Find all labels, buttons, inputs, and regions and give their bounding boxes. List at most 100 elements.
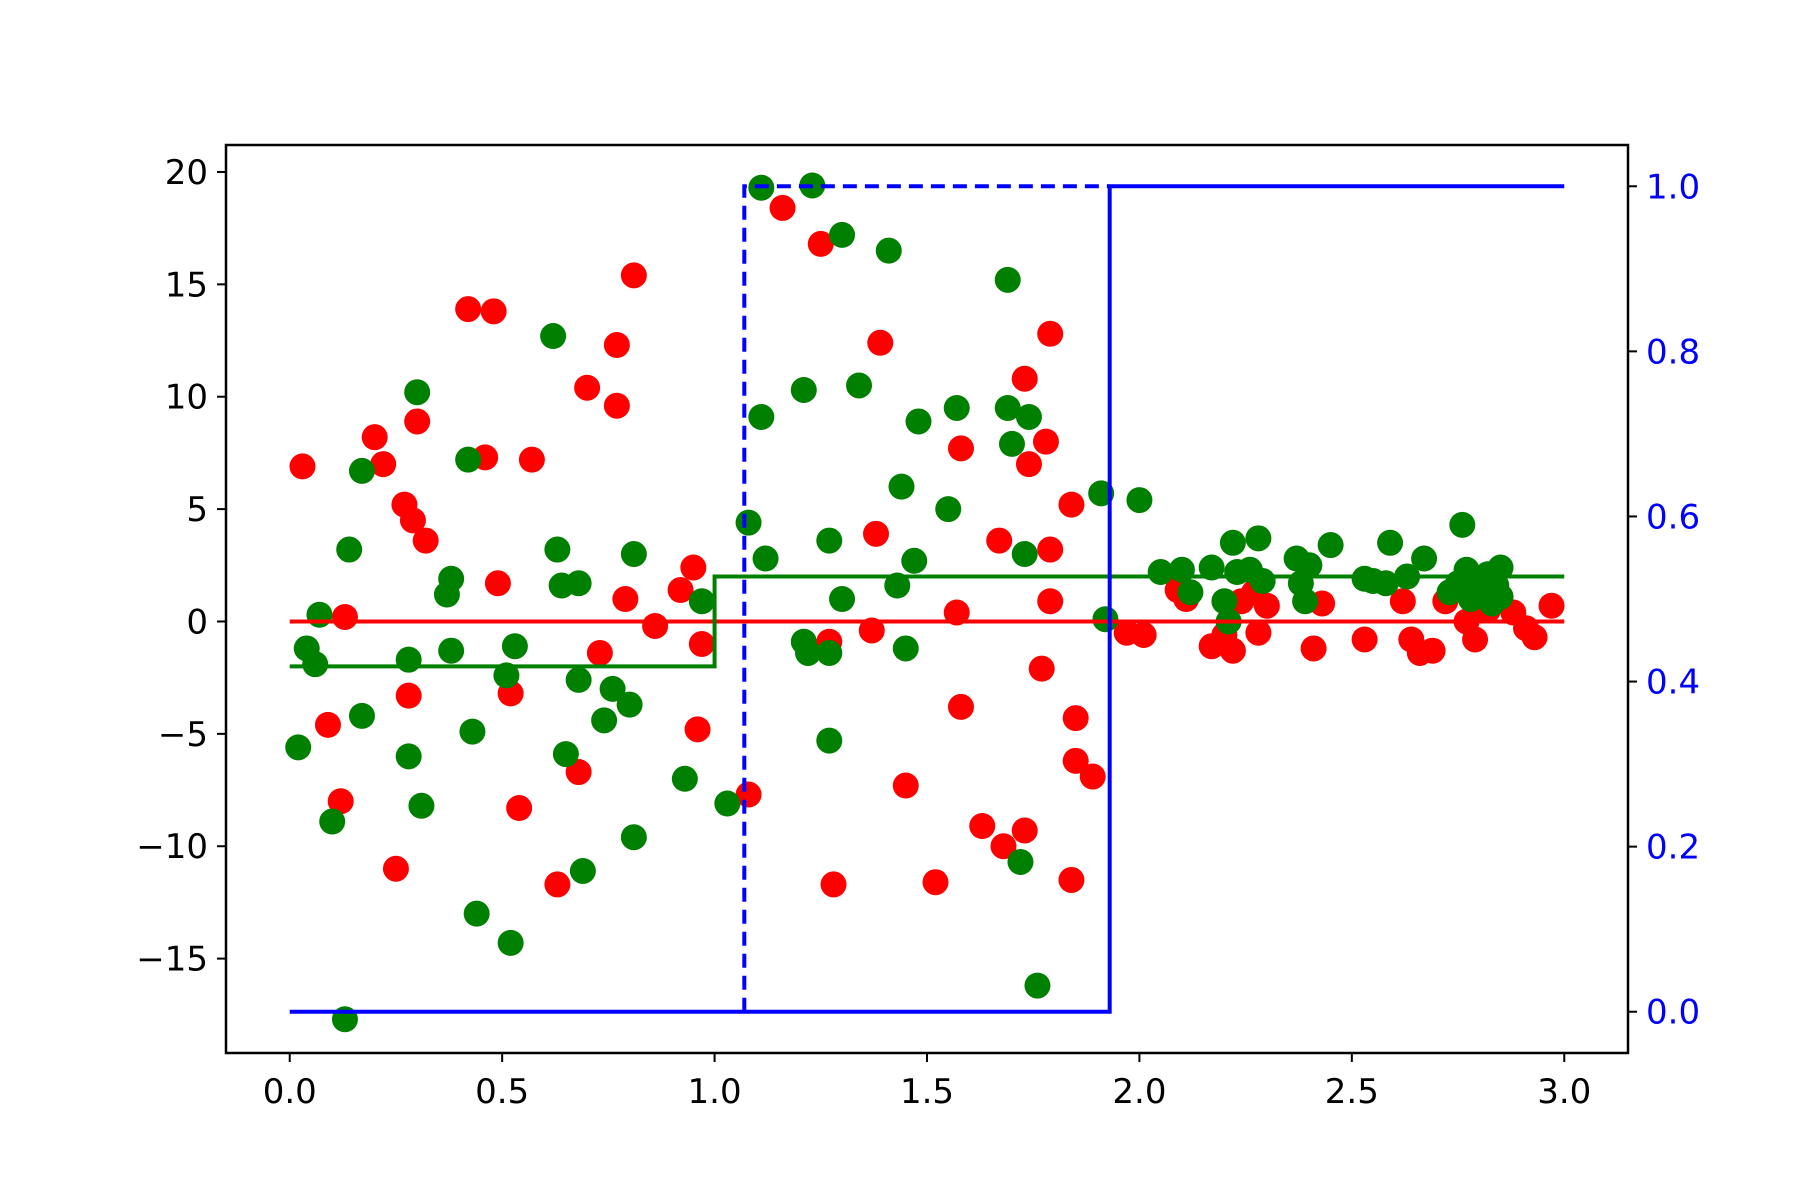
scatter-point — [1058, 491, 1085, 518]
scatter-point — [1198, 554, 1225, 581]
scatter-point — [714, 790, 741, 817]
scatter-point — [591, 707, 618, 734]
scatter-point — [816, 727, 843, 754]
scatter-point — [1292, 588, 1319, 615]
step-line — [289, 574, 1565, 669]
scatter-point — [1015, 451, 1042, 478]
scatter-point — [846, 372, 873, 399]
scatter-point — [947, 693, 974, 720]
x-tick-label: 3.0 — [1537, 1072, 1591, 1112]
scatter-point — [408, 792, 435, 819]
scatter-point — [1487, 583, 1514, 610]
scatter-point — [901, 547, 928, 574]
scatter-point — [642, 612, 669, 639]
scatter-point — [463, 900, 490, 927]
scatter-point — [1092, 606, 1119, 633]
scatter-point — [1449, 511, 1476, 538]
scatter-point — [1130, 621, 1157, 648]
scatter-point — [905, 408, 932, 435]
scatter-point — [599, 675, 626, 702]
scatter-point — [1168, 556, 1195, 583]
scatter-point — [603, 392, 630, 419]
scatter-point — [752, 545, 779, 572]
scatter-point — [544, 536, 571, 563]
scatter-point — [1037, 588, 1064, 615]
scatter-point — [922, 869, 949, 896]
y2-tick-label: 0.6 — [1646, 497, 1700, 537]
scatter-point — [671, 765, 698, 792]
scatter-point — [1538, 592, 1565, 619]
scatter-point — [1015, 403, 1042, 430]
scatter-point — [1245, 619, 1272, 646]
scatter-point — [986, 527, 1013, 554]
scatter-point — [1058, 866, 1085, 893]
y-tick-label: 0 — [186, 602, 208, 642]
scatter-point — [1317, 532, 1344, 559]
y2-tick-label: 0.0 — [1646, 993, 1700, 1033]
scatter-point — [867, 329, 894, 356]
scatter-point — [1253, 592, 1280, 619]
scatter-point — [1521, 624, 1548, 651]
scatter-point — [994, 394, 1021, 421]
scatter-point — [540, 323, 567, 350]
scatter-point — [455, 296, 482, 323]
scatter-point — [875, 237, 902, 264]
scatter-point — [1079, 763, 1106, 790]
scatter-point — [459, 718, 486, 745]
scatter-point — [688, 630, 715, 657]
scatter-point — [331, 603, 358, 630]
scatter-point — [680, 554, 707, 581]
scatter-point — [518, 446, 545, 473]
scatter-point — [735, 509, 762, 536]
scatter-point — [998, 430, 1025, 457]
y2-tick-label: 0.2 — [1646, 828, 1700, 868]
scatter-point — [820, 871, 847, 898]
scatter-point — [1011, 365, 1038, 392]
scatter-point — [1411, 545, 1438, 572]
scatter-point — [1011, 541, 1038, 568]
scatter-point — [480, 298, 507, 325]
y2-tick-label: 0.8 — [1646, 332, 1700, 372]
y-tick-label: −5 — [158, 715, 208, 755]
y-tick-label: 10 — [165, 378, 208, 418]
scatter-point — [1007, 848, 1034, 875]
scatter-point — [395, 682, 422, 709]
scatter-point — [1219, 529, 1246, 556]
scatter-point — [829, 586, 856, 612]
x-tick-label: 2.5 — [1325, 1072, 1379, 1112]
scatter-point — [684, 716, 711, 743]
scatter-point — [816, 639, 843, 666]
scatter-point — [620, 262, 647, 289]
y-tick-label: 15 — [165, 265, 208, 305]
scatter-point — [361, 424, 388, 451]
scatter-point — [790, 376, 817, 403]
scatter-point — [404, 379, 431, 406]
scatter-point — [1032, 428, 1059, 455]
scatter-point — [892, 635, 919, 662]
scatter-point — [370, 451, 397, 478]
scatter-point — [395, 646, 422, 673]
y2-tick-label: 0.4 — [1646, 663, 1700, 703]
scatter-point — [1296, 552, 1323, 579]
scatter-point — [484, 570, 511, 597]
scatter-point — [1062, 747, 1089, 774]
scatter-point — [565, 759, 592, 786]
scatter-point — [688, 588, 715, 615]
scatter-point — [1062, 705, 1089, 732]
scatter-point — [1487, 554, 1514, 581]
x-tick-label: 2.0 — [1112, 1072, 1166, 1112]
scatter-point — [302, 651, 329, 678]
scatter-point — [501, 633, 528, 660]
scatter-point — [1211, 588, 1238, 615]
scatter-point — [1389, 588, 1416, 615]
scatter-point — [994, 266, 1021, 293]
scatter-point — [969, 813, 996, 839]
scatter-point — [1147, 559, 1174, 586]
scatter-point — [565, 666, 592, 693]
scatter-point — [348, 457, 375, 484]
scatter-point — [1351, 626, 1378, 653]
y2-tick-label: 1.0 — [1646, 167, 1700, 207]
scatter-point — [289, 453, 316, 480]
scatter-point — [319, 808, 346, 835]
scatter-point — [858, 617, 885, 644]
